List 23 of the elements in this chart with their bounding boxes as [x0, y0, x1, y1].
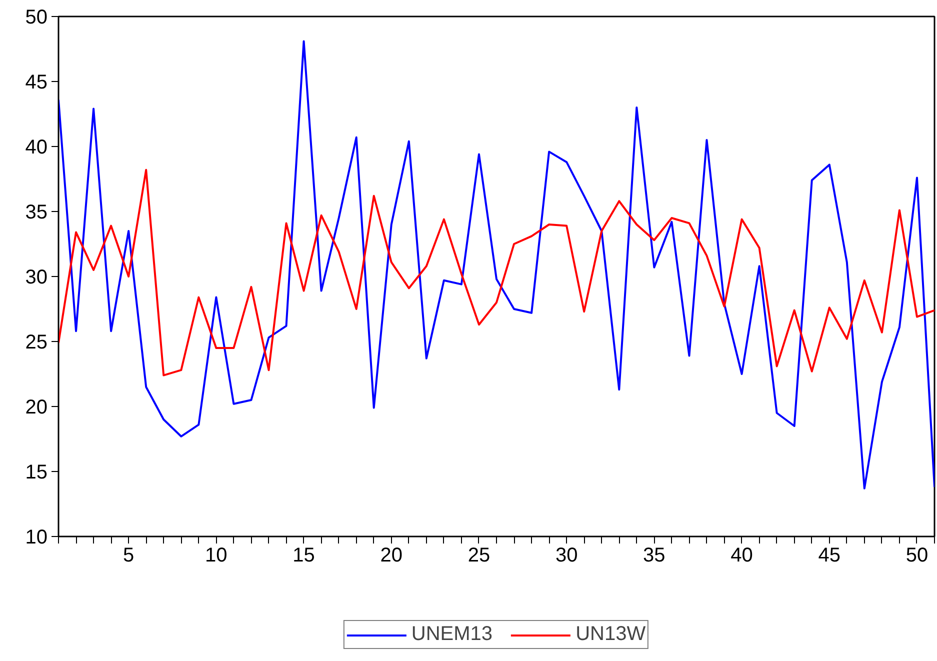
x-tick-label: 30 [555, 544, 578, 566]
x-tick-label: 5 [123, 544, 134, 566]
y-tick-label: 25 [25, 332, 48, 354]
line-series [58, 40, 934, 490]
x-tick-label: 15 [292, 544, 315, 566]
x-tick-label: 20 [380, 544, 403, 566]
x-tick-label: 45 [818, 544, 841, 566]
x-tick-label: 35 [643, 544, 666, 566]
legend-label: UNEM13 [411, 623, 493, 646]
y-tick-label: 30 [25, 266, 48, 288]
y-tick-label: 10 [25, 526, 48, 548]
line-series [58, 168, 934, 376]
y-tick-label: 20 [25, 396, 48, 418]
legend-label: UN13W [576, 623, 646, 646]
y-tick-label: 35 [25, 202, 48, 224]
x-tick-label: 50 [906, 544, 928, 566]
x-tick-label: 40 [730, 544, 753, 566]
x-tick-label: 10 [205, 544, 228, 566]
y-tick-label: 45 [25, 72, 48, 94]
y-tick-label: 50 [25, 6, 48, 28]
y-tick-label: 15 [25, 462, 48, 484]
y-tick-label: 40 [25, 136, 48, 158]
x-tick-label: 25 [468, 544, 490, 566]
